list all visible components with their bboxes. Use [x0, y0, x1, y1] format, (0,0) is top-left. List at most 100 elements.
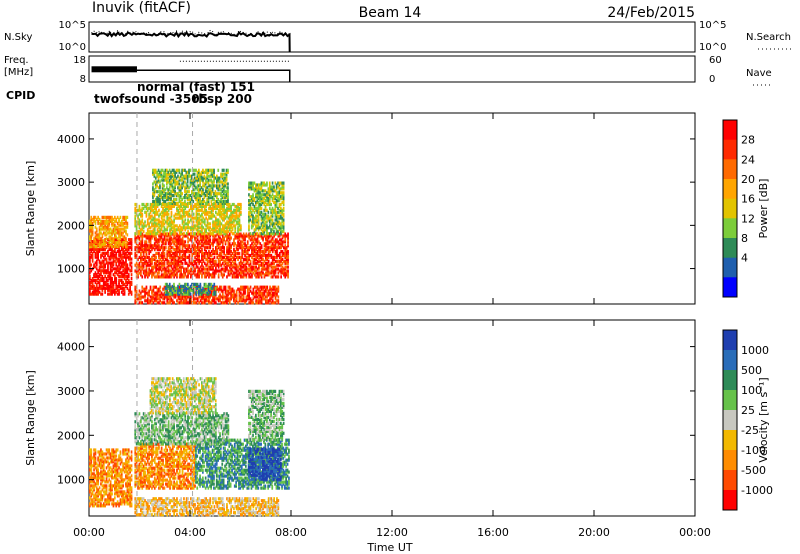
power-data-cell	[104, 247, 106, 251]
power-data-cell	[257, 208, 260, 212]
power-data-cell	[102, 247, 105, 251]
power-data-cell	[180, 230, 182, 234]
power-data-cell	[193, 284, 196, 288]
power-data-cell	[251, 255, 253, 259]
power-data-cell	[259, 191, 261, 195]
power-data-cell	[122, 235, 124, 239]
power-data-cell	[198, 201, 200, 205]
power-data-cell	[178, 240, 181, 244]
power-data-cell	[115, 269, 118, 273]
power-data-cell	[250, 212, 253, 216]
power-data-cell	[199, 288, 202, 292]
power-data-cell	[89, 227, 91, 231]
power-data-cell	[181, 261, 184, 265]
power-data-cell	[266, 253, 269, 258]
power-data-cell	[156, 232, 159, 236]
power-data-cell	[209, 234, 212, 238]
power-data-cell	[276, 248, 278, 252]
power-data-cell	[237, 269, 239, 273]
power-data-cell	[257, 189, 260, 193]
power-data-cell	[248, 253, 250, 258]
power-data-cell	[250, 185, 253, 189]
power-data-cell	[228, 269, 231, 273]
power-data-cell	[177, 194, 179, 198]
power-data-cell	[265, 299, 267, 303]
power-data-cell	[267, 301, 270, 305]
power-data-cell	[265, 261, 267, 265]
power-data-cell	[200, 288, 203, 292]
power-data-cell	[135, 261, 138, 265]
power-data-cell	[198, 248, 200, 252]
power-data-cell	[118, 239, 120, 243]
power-colorbar-segment	[723, 198, 737, 219]
power-data-cell	[244, 242, 246, 246]
power-data-cell	[267, 218, 270, 222]
power-data-cell	[287, 255, 289, 259]
power-data-cell	[160, 295, 163, 299]
power-data-cell	[265, 267, 267, 271]
power-data-cell	[264, 220, 267, 224]
power-data-cell	[97, 251, 99, 255]
power-data-cell	[221, 255, 224, 259]
power-data-cell	[220, 251, 223, 256]
power-data-cell	[242, 242, 245, 246]
power-data-cell	[194, 244, 196, 248]
power-data-cell	[176, 212, 178, 216]
power-data-cell	[246, 287, 249, 291]
power-data-cell	[281, 218, 284, 222]
power-data-cell	[120, 223, 123, 227]
power-data-cell	[242, 234, 245, 238]
power-data-cell	[227, 246, 230, 250]
power-data-cell	[156, 202, 159, 207]
power-data-cell	[114, 277, 116, 281]
power-data-cell	[152, 216, 155, 220]
power-data-cell	[141, 289, 144, 293]
power-data-cell	[235, 246, 238, 250]
power-data-cell	[205, 271, 207, 275]
power-data-cell	[187, 244, 189, 248]
power-data-cell	[176, 224, 178, 228]
power-data-cell	[259, 273, 262, 277]
power-data-cell	[198, 188, 200, 192]
power-data-cell	[202, 286, 204, 290]
power-data-cell	[98, 265, 101, 269]
power-data-cell	[268, 195, 271, 199]
power-data-cell	[192, 259, 195, 263]
power-data-cell	[141, 295, 144, 299]
power-data-cell	[156, 190, 158, 194]
power-data-cell	[213, 290, 216, 294]
power-data-cell	[168, 201, 171, 205]
power-data-cell	[178, 285, 181, 289]
power-data-cell	[120, 271, 123, 275]
power-data-cell	[274, 197, 277, 201]
power-data-cell	[184, 168, 186, 172]
power-data-cell	[193, 282, 196, 286]
power-data-cell	[227, 299, 230, 303]
power-data-cell	[256, 285, 259, 289]
power-data-cell	[234, 259, 237, 263]
power-data-cell	[157, 186, 160, 190]
power-data-cell	[166, 269, 169, 273]
power-data-cell	[112, 288, 115, 292]
power-data-cell	[207, 188, 210, 192]
power-data-cell	[119, 265, 122, 269]
power-data-cell	[182, 180, 185, 184]
power-data-cell	[181, 214, 184, 218]
power-data-cell	[146, 220, 149, 224]
power-data-cell	[265, 244, 267, 248]
power-data-cell	[149, 238, 152, 242]
power-data-cell	[253, 257, 256, 261]
power-data-cell	[210, 186, 213, 190]
power-data-cell	[285, 251, 288, 256]
power-data-cell	[171, 182, 174, 186]
power-data-cell	[184, 255, 187, 259]
power-data-cell	[256, 232, 259, 236]
power-data-cell	[226, 234, 228, 238]
power-data-cell	[138, 224, 141, 228]
power-data-cell	[206, 224, 209, 228]
power-data-cell	[189, 292, 192, 296]
power-data-cell	[104, 257, 106, 261]
power-data-cell	[271, 212, 274, 216]
power-data-cell	[244, 285, 246, 289]
power-data-cell	[109, 267, 112, 271]
